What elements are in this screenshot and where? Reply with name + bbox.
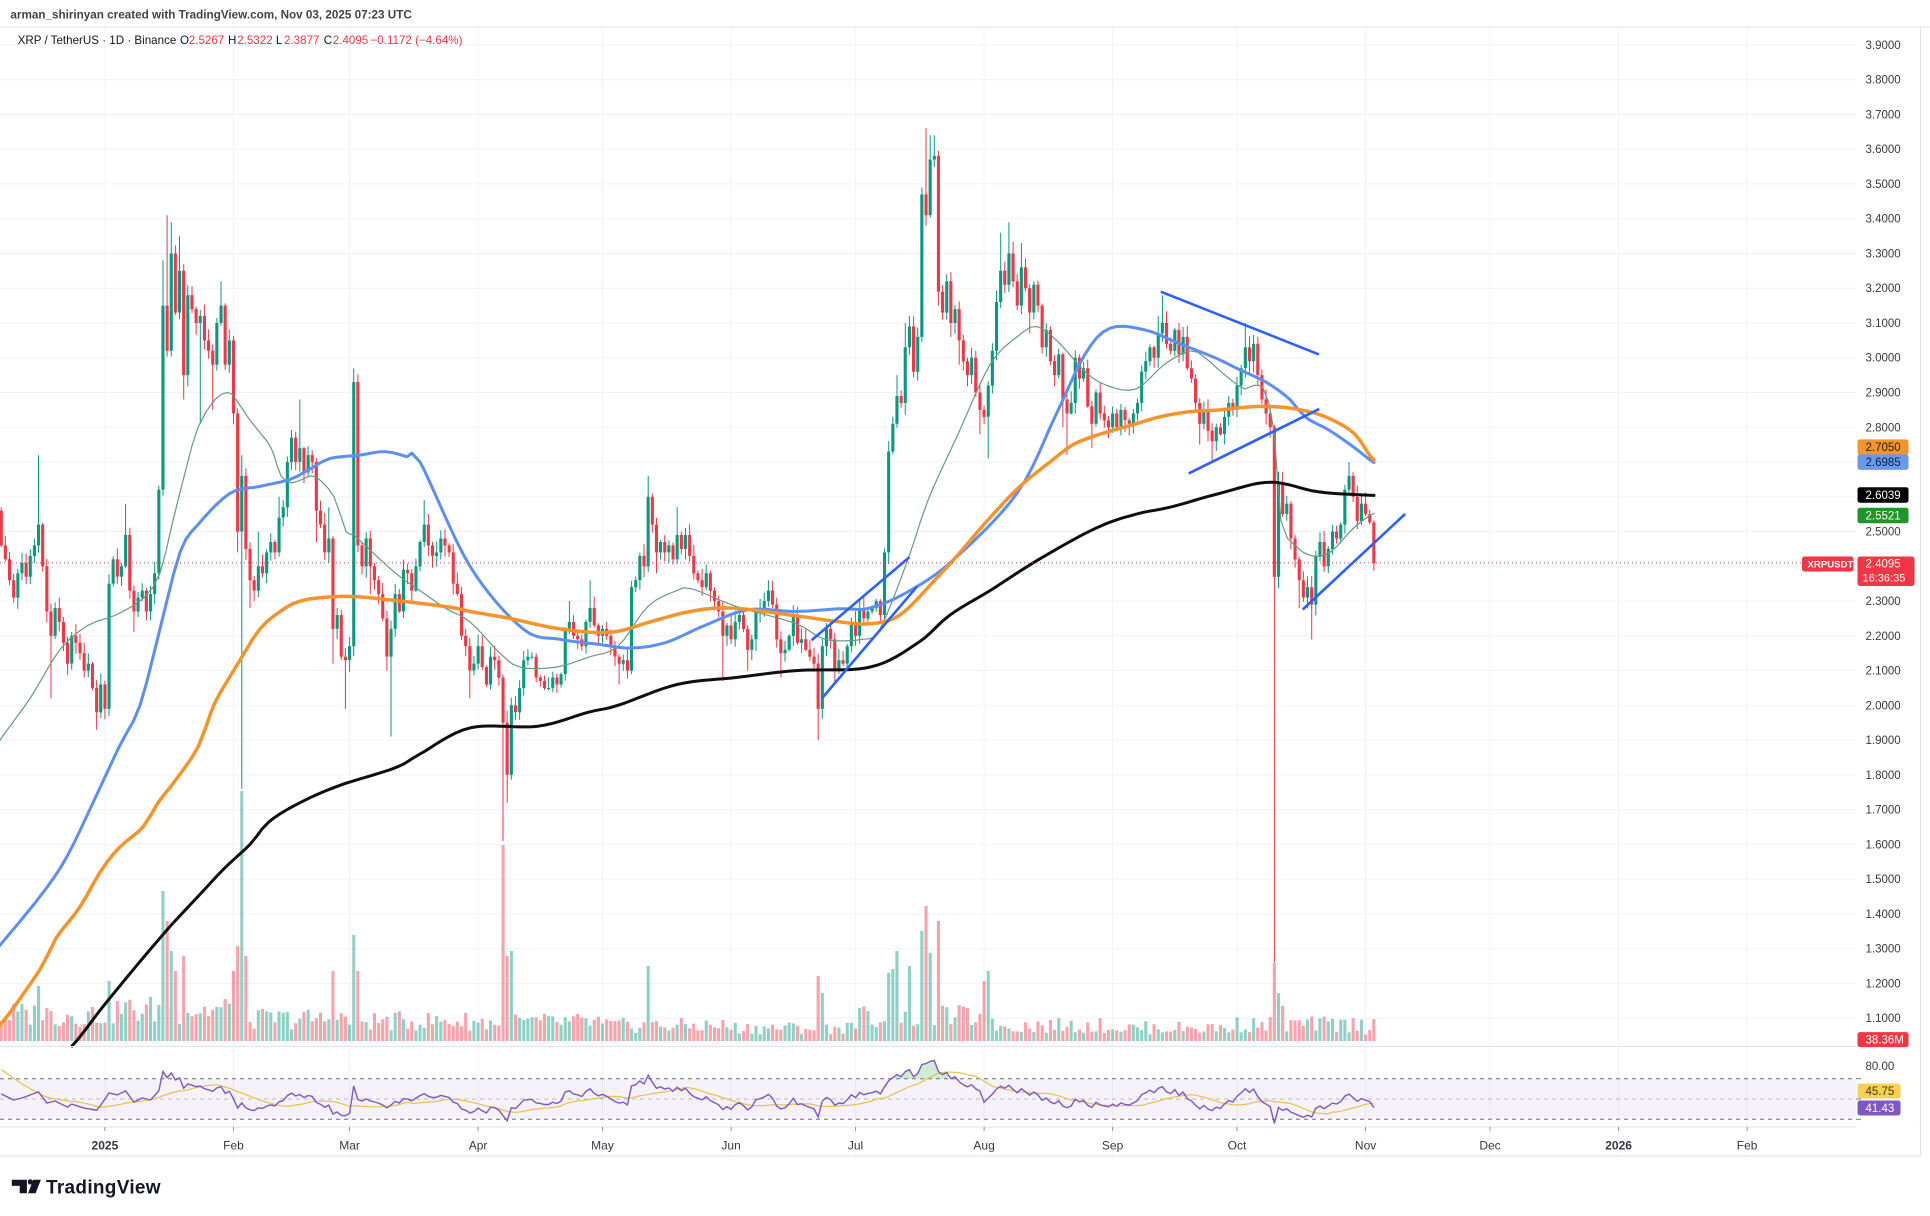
svg-text:2.9000: 2.9000: [1866, 388, 1901, 400]
svg-text:2026: 2026: [1605, 1139, 1632, 1153]
svg-text:2.5000: 2.5000: [1866, 527, 1901, 539]
svg-text:80.00: 80.00: [1866, 1061, 1895, 1073]
svg-text:Nov: Nov: [1355, 1139, 1376, 1153]
svg-text:Sep: Sep: [1102, 1139, 1124, 1153]
svg-text:2.8000: 2.8000: [1866, 422, 1901, 434]
svg-text:3.2000: 3.2000: [1866, 283, 1901, 295]
svg-text:3.8000: 3.8000: [1866, 75, 1901, 87]
svg-text:38.36M: 38.36M: [1866, 1035, 1904, 1047]
svg-text:Aug: Aug: [973, 1139, 994, 1153]
svg-text:3.9000: 3.9000: [1866, 40, 1901, 52]
svg-text:3.6000: 3.6000: [1866, 144, 1901, 156]
svg-text:16:36:35: 16:36:35: [1863, 573, 1906, 585]
svg-text:3.0000: 3.0000: [1866, 353, 1901, 365]
svg-text:C: C: [324, 34, 332, 47]
svg-text:2.6039: 2.6039: [1866, 490, 1901, 502]
svg-text:2.0000: 2.0000: [1866, 700, 1901, 712]
svg-text:Feb: Feb: [223, 1139, 244, 1153]
svg-text:1.2000: 1.2000: [1866, 978, 1901, 990]
svg-text:2025: 2025: [92, 1139, 119, 1153]
svg-text:2.2000: 2.2000: [1866, 631, 1901, 643]
svg-text:2.5322: 2.5322: [237, 34, 272, 47]
svg-text:2.4095: 2.4095: [333, 34, 368, 47]
svg-text:3.7000: 3.7000: [1866, 109, 1901, 121]
svg-text:XRPUSDT: XRPUSDT: [1808, 559, 1854, 570]
svg-text:2.6985: 2.6985: [1866, 457, 1901, 469]
svg-text:1.3000: 1.3000: [1866, 944, 1901, 956]
svg-text:Jul: Jul: [848, 1139, 863, 1153]
svg-text:1.5000: 1.5000: [1866, 874, 1901, 886]
svg-text:2.4095: 2.4095: [1866, 559, 1901, 571]
svg-text:2.5267: 2.5267: [189, 34, 224, 47]
svg-text:arman_shirinyan created with T: arman_shirinyan created with TradingView…: [10, 8, 412, 21]
svg-text:L: L: [276, 34, 283, 47]
svg-text:Feb: Feb: [1737, 1139, 1758, 1153]
svg-text:45.75: 45.75: [1866, 1086, 1895, 1098]
svg-text:2.3000: 2.3000: [1866, 596, 1901, 608]
svg-text:1.7000: 1.7000: [1866, 805, 1901, 817]
svg-text:Dec: Dec: [1479, 1139, 1500, 1153]
svg-text:TradingView: TradingView: [46, 1178, 161, 1199]
svg-text:2.5521: 2.5521: [1866, 511, 1901, 523]
svg-text:1.4000: 1.4000: [1866, 909, 1901, 921]
svg-text:41.43: 41.43: [1866, 1103, 1895, 1115]
svg-text:1.1000: 1.1000: [1866, 1013, 1901, 1025]
svg-text:2.7050: 2.7050: [1866, 442, 1901, 454]
svg-text:Mar: Mar: [339, 1139, 360, 1153]
svg-text:May: May: [591, 1139, 614, 1153]
svg-text:Jun: Jun: [721, 1139, 740, 1153]
svg-text:1.9000: 1.9000: [1866, 735, 1901, 747]
svg-text:2.3877: 2.3877: [284, 34, 319, 47]
svg-text:2.1000: 2.1000: [1866, 666, 1901, 678]
svg-text:Apr: Apr: [469, 1139, 488, 1153]
svg-text:XRP / TetherUS · 1D · Binance: XRP / TetherUS · 1D · Binance: [18, 34, 177, 47]
svg-text:3.4000: 3.4000: [1866, 214, 1901, 226]
svg-text:1.8000: 1.8000: [1866, 770, 1901, 782]
svg-text:O: O: [180, 34, 189, 47]
svg-text:3.1000: 3.1000: [1866, 318, 1901, 330]
svg-text:Oct: Oct: [1228, 1139, 1247, 1153]
svg-text:3.3000: 3.3000: [1866, 249, 1901, 261]
svg-text:−0.1172 (−4.64%): −0.1172 (−4.64%): [371, 34, 463, 47]
svg-text:3.5000: 3.5000: [1866, 179, 1901, 191]
svg-text:1.6000: 1.6000: [1866, 839, 1901, 851]
svg-text:H: H: [228, 34, 236, 47]
